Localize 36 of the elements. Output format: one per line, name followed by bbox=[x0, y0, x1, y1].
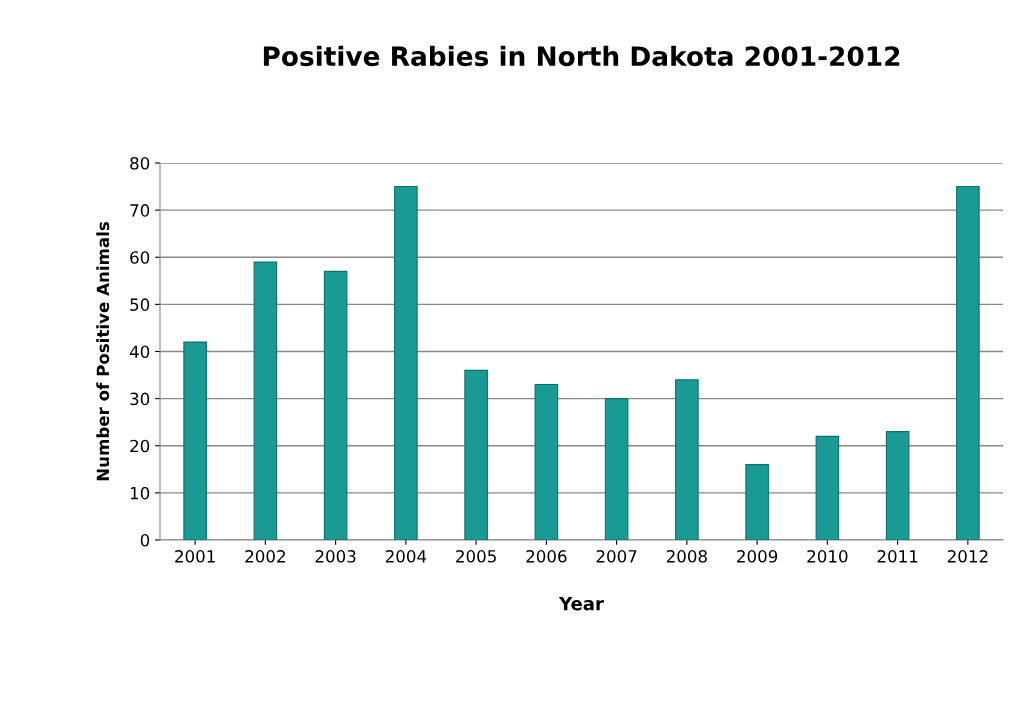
x-axis-title: Year bbox=[558, 596, 604, 611]
y-tick-label: 60 bbox=[130, 251, 150, 264]
y-tick-label: 0 bbox=[140, 533, 150, 547]
x-tick-label: 2010 bbox=[807, 550, 848, 563]
chart-title: Positive Rabies in North Dakota 2001-2012 bbox=[263, 45, 900, 67]
y-tick-label: 30 bbox=[130, 392, 150, 406]
x-tick-label: 2002 bbox=[245, 550, 285, 563]
x-tick-label: 2001 bbox=[175, 550, 215, 563]
bar bbox=[394, 186, 418, 540]
bar bbox=[604, 398, 629, 540]
x-tick-label: 2011 bbox=[877, 550, 918, 563]
y-tick-label: 70 bbox=[130, 204, 150, 217]
bar bbox=[183, 341, 207, 540]
x-tick-label: 2007 bbox=[596, 550, 637, 563]
x-tick-label: 2003 bbox=[315, 550, 356, 563]
y-tick-label: 40 bbox=[129, 345, 150, 359]
x-tick-label: 2012 bbox=[947, 550, 988, 563]
bar bbox=[253, 261, 278, 540]
y-tick-label: 50 bbox=[130, 298, 150, 311]
bar bbox=[885, 431, 910, 540]
bar bbox=[323, 270, 348, 540]
x-tick-label: 2009 bbox=[737, 550, 778, 563]
bar bbox=[534, 383, 559, 540]
x-tick-label: 2004 bbox=[385, 550, 427, 563]
y-axis-title: Number of Positive Animals bbox=[96, 221, 110, 481]
bar bbox=[464, 369, 488, 540]
x-tick-label: 2008 bbox=[666, 550, 707, 563]
y-tick-label: 10 bbox=[130, 486, 150, 500]
bar bbox=[956, 186, 980, 540]
y-tick-label: 20 bbox=[130, 439, 150, 453]
bar bbox=[745, 464, 769, 540]
bar bbox=[675, 379, 699, 540]
bar bbox=[815, 435, 840, 540]
x-tick-label: 2005 bbox=[456, 550, 496, 563]
y-tick-label: 80 bbox=[130, 156, 150, 170]
x-tick-label: 2006 bbox=[526, 550, 567, 563]
